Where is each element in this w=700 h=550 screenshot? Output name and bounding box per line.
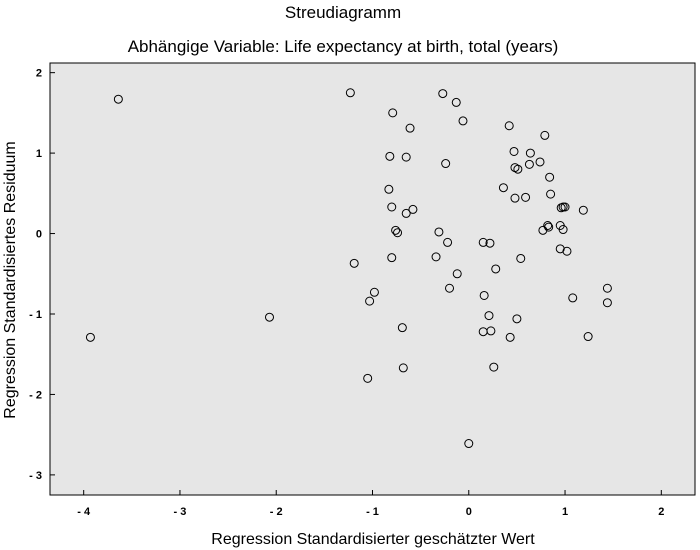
data-point — [538, 225, 548, 235]
data-point — [451, 97, 461, 107]
data-point — [388, 108, 398, 118]
data-point — [408, 204, 418, 214]
data-point — [568, 293, 578, 303]
data-point — [560, 202, 570, 212]
chart-subtitle: Abhängige Variable: Life expectancy at b… — [128, 37, 559, 56]
data-point — [384, 184, 394, 194]
data-point — [464, 439, 474, 449]
data-point — [535, 157, 545, 167]
data-points — [85, 88, 612, 449]
data-point — [512, 314, 522, 324]
data-point — [509, 146, 519, 156]
data-point — [113, 94, 123, 104]
data-point — [558, 225, 568, 235]
data-point — [516, 253, 526, 263]
data-point — [578, 205, 588, 215]
y-tick-label: 2 — [36, 68, 42, 80]
data-point — [387, 202, 397, 212]
x-tick-label: 0 — [466, 506, 472, 518]
data-point — [555, 244, 565, 254]
data-point — [452, 269, 462, 279]
x-tick-label: - 3 — [174, 506, 187, 518]
data-point — [484, 311, 494, 321]
data-point — [458, 116, 468, 126]
data-point — [401, 208, 411, 218]
data-point — [525, 148, 535, 158]
data-point — [438, 89, 448, 99]
x-tick-label: - 2 — [270, 506, 283, 518]
data-point — [562, 246, 572, 256]
data-point — [485, 238, 495, 248]
x-tick-label: 1 — [562, 506, 568, 518]
x-axis-ticks: - 4 - 3 - 2 - 1 0 1 2 — [77, 490, 664, 518]
data-point — [405, 123, 415, 133]
data-point — [546, 189, 556, 199]
data-point — [369, 287, 379, 297]
data-point — [583, 332, 593, 342]
data-point — [510, 193, 520, 203]
x-tick-label: - 1 — [366, 506, 379, 518]
y-tick-label: - 2 — [29, 389, 42, 401]
data-point — [441, 159, 451, 169]
data-point — [397, 323, 407, 333]
y-tick-label: 1 — [36, 148, 42, 160]
data-point — [398, 363, 408, 373]
data-point — [401, 152, 411, 162]
y-tick-label: 0 — [36, 229, 42, 241]
data-point — [85, 332, 95, 342]
data-point — [431, 252, 441, 262]
data-point — [393, 228, 403, 238]
data-point — [521, 192, 531, 202]
data-point — [349, 258, 359, 268]
data-point — [264, 312, 274, 322]
data-point — [385, 151, 395, 161]
data-point — [602, 298, 612, 308]
data-point — [504, 121, 514, 131]
data-point — [540, 130, 550, 140]
data-point — [391, 225, 401, 235]
data-point — [363, 373, 373, 383]
data-point — [443, 237, 453, 247]
data-point — [478, 237, 488, 247]
y-tick-label: - 3 — [29, 470, 42, 482]
data-point — [513, 164, 523, 174]
data-point — [498, 183, 508, 193]
data-point — [365, 296, 375, 306]
data-point — [387, 253, 397, 263]
x-tick-label: 2 — [658, 506, 664, 518]
data-point — [602, 283, 612, 293]
data-point — [543, 221, 553, 231]
x-axis-label: Regression Standardisierter geschätzter … — [211, 531, 535, 548]
y-tick-label: - 1 — [29, 309, 42, 321]
y-axis-label: Regression Standardisiertes Residuum — [2, 141, 19, 418]
data-point — [479, 290, 489, 300]
x-tick-label: - 4 — [77, 506, 91, 518]
chart-title: Streudiagramm — [285, 3, 401, 22]
data-point — [489, 362, 499, 372]
y-axis-ticks: 2 1 0 - 1 - 2 - 3 — [29, 68, 55, 482]
data-point — [486, 326, 496, 336]
data-point — [491, 264, 501, 274]
data-point — [445, 283, 455, 293]
data-point — [545, 172, 555, 182]
data-point — [345, 88, 355, 98]
plot-area — [49, 62, 696, 496]
data-point — [505, 332, 515, 342]
data-point — [524, 159, 534, 169]
data-point — [434, 227, 444, 237]
